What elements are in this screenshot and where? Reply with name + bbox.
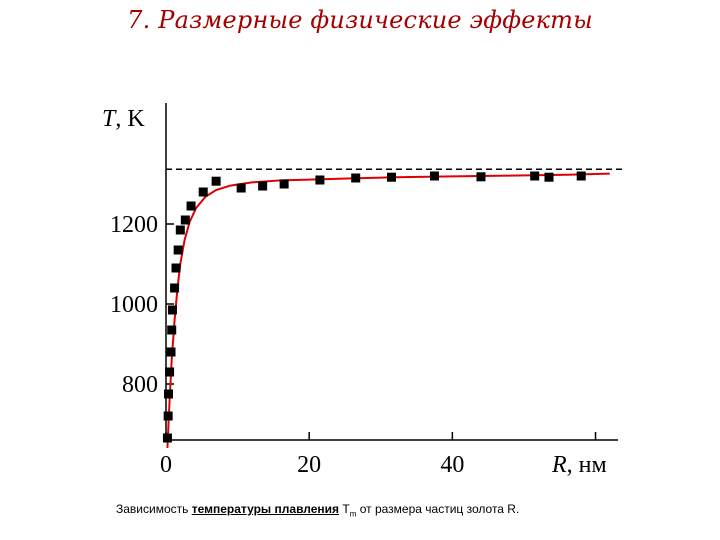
x-tick-label: 0 <box>160 452 172 478</box>
caption-part1: Зависимость <box>116 502 192 516</box>
melting-temperature-chart: 800 1000 1200 0 20 40 T, K R, нм <box>102 103 622 478</box>
data-point <box>165 367 175 377</box>
x-tick-label: 40 <box>440 452 464 478</box>
x-tick-label: 20 <box>297 452 321 478</box>
caption-subscript: m <box>349 509 357 519</box>
data-point <box>173 245 183 255</box>
data-point <box>387 172 396 182</box>
data-point <box>476 172 486 182</box>
y-tick-label: 1000 <box>110 292 158 318</box>
caption-part2: T <box>339 502 350 516</box>
tick-labels-group: 800 1000 1200 0 20 40 <box>110 212 464 478</box>
y-tick-label: 800 <box>122 372 158 398</box>
caption-part3: от размера частиц золота R. <box>356 502 520 516</box>
y-axis-variable: T <box>102 106 117 132</box>
data-point <box>279 179 289 189</box>
data-point <box>163 411 173 421</box>
data-point <box>175 225 185 235</box>
axis-labels-group: T, K R, нм <box>102 106 607 478</box>
data-point <box>198 187 208 197</box>
data-point <box>351 173 361 183</box>
axes <box>165 103 618 441</box>
data-points-group <box>162 171 586 443</box>
x-axis-unit: , нм <box>567 452 607 478</box>
data-point <box>186 201 196 211</box>
data-point <box>544 172 554 182</box>
data-point <box>170 283 180 293</box>
x-axis-label: R, нм <box>551 452 607 478</box>
data-point <box>162 433 172 443</box>
figure-caption: Зависимость температуры плавления Tm от … <box>116 502 676 518</box>
data-point <box>180 215 190 225</box>
data-point <box>166 347 176 357</box>
data-point <box>167 325 177 335</box>
data-point <box>167 305 177 315</box>
data-point <box>164 389 174 399</box>
data-point <box>236 183 246 193</box>
data-point <box>315 175 325 185</box>
y-tick-label: 1200 <box>110 212 158 238</box>
fit-curve <box>166 172 610 449</box>
slide-title: 7. Размерные физические эффекты <box>127 6 593 34</box>
fit-curve-group <box>166 172 610 449</box>
y-axis-unit: , K <box>115 106 145 132</box>
data-point <box>258 181 268 191</box>
caption-emphasis: температуры плавления <box>191 502 340 516</box>
data-point <box>530 171 540 181</box>
x-axis-variable: R <box>551 452 567 478</box>
data-point <box>429 171 439 181</box>
y-axis-label: T, K <box>102 106 145 132</box>
data-point <box>171 263 181 273</box>
data-point <box>211 176 221 186</box>
data-point <box>576 171 586 181</box>
